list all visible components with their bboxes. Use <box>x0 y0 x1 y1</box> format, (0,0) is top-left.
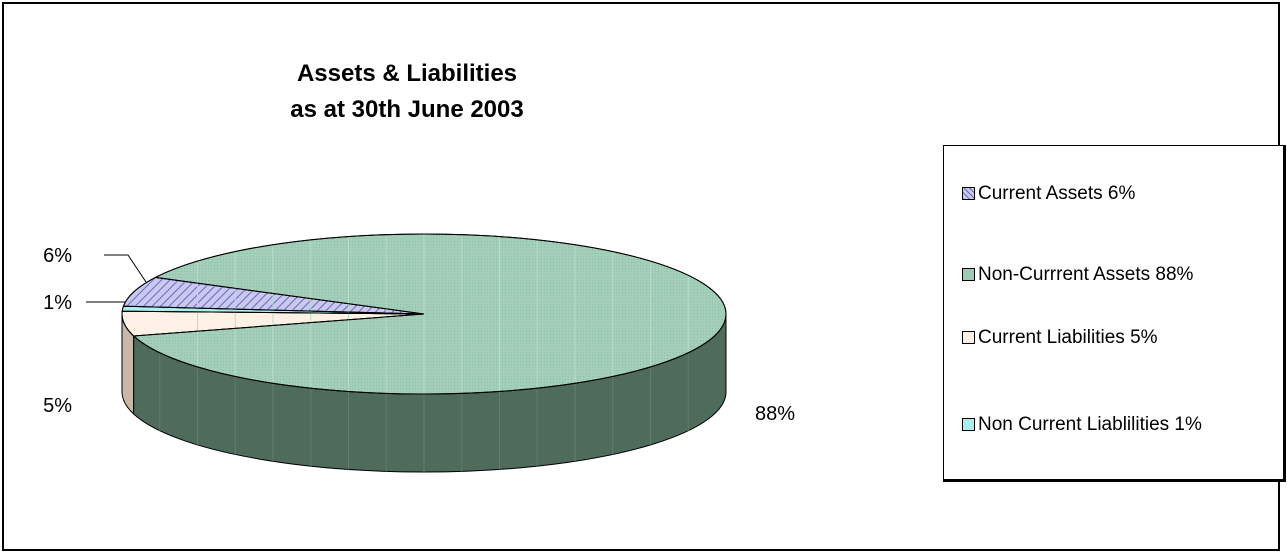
chart-subtitle: as at 30th June 2003 <box>290 96 523 123</box>
legend-swatch-current-liabilities <box>962 331 975 344</box>
pie-slice-edge <box>155 276 425 315</box>
pie-group: 6% 88% 5% 1% <box>43 233 795 473</box>
pie-slice-edge <box>133 313 425 337</box>
pie-slice-edge <box>123 305 425 315</box>
legend-item-non-current-assets: Non-Currrent Assets 88% <box>962 263 1193 287</box>
data-label-non-current-liabilities: 1% <box>43 292 72 314</box>
legend-label-non-current-assets: Non-Currrent Assets 88% <box>978 264 1194 285</box>
legend-label-current-liabilities: Current Liabilities 5% <box>978 327 1158 348</box>
chart-title: Assets & Liabilities <box>297 60 517 87</box>
pie-top-outline <box>121 233 727 395</box>
data-label-non-current-assets: 88% <box>755 403 795 425</box>
leader-line-current-assets <box>104 254 147 283</box>
legend-swatch-non-current-assets <box>962 268 975 281</box>
pie-slice-edge <box>122 310 425 315</box>
legend-label-current-assets: Current Assets 6% <box>978 183 1136 204</box>
legend-label-non-current-liabilities: Non Current Liablilities 1% <box>978 414 1202 435</box>
legend-item-current-assets: Current Assets 6% <box>962 182 1135 206</box>
legend: Current Assets 6% Non-Currrent Assets 88… <box>943 145 1286 482</box>
legend-item-current-liabilities: Current Liabilities 5% <box>962 326 1158 350</box>
pie-chart: Assets & Liabilities as at 30th June 200… <box>43 60 795 473</box>
legend-swatch-current-assets <box>962 187 975 200</box>
data-label-current-liabilities: 5% <box>43 395 72 417</box>
data-label-current-assets: 6% <box>43 245 72 267</box>
legend-item-non-current-liabilities: Non Current Liablilities 1% <box>962 413 1262 437</box>
legend-swatch-non-current-liabilities <box>962 418 975 431</box>
